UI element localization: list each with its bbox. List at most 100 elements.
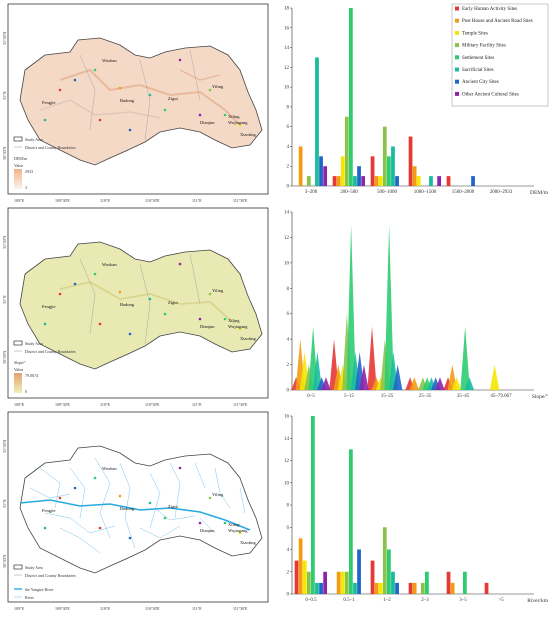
y-tick-label: 4: [287, 338, 290, 343]
bar: [437, 176, 442, 186]
svg-text:31°30'N: 31°30'N: [2, 440, 7, 453]
y-tick-label: 4: [287, 548, 290, 553]
bar: [336, 176, 341, 186]
svg-text:31°N: 31°N: [2, 295, 7, 304]
bar: [408, 582, 413, 594]
bar: [416, 176, 421, 186]
legend-swatch: [455, 43, 459, 48]
svg-text:Zigui: Zigui: [168, 300, 178, 305]
bar: [387, 549, 391, 594]
slope-area-chart: 0 2 4 6 8 10 12 14 0–5 5–15 15–25 25–35 35–45 45–79.0…: [284, 211, 548, 401]
y-tick-label: 16: [284, 26, 290, 31]
svg-text:111°30'E: 111°30'E: [233, 402, 248, 407]
area-peak: [435, 377, 445, 390]
dem-map-panel: 109°E 109°30'E 110°E 110°30'E 111°E 111°…: [0, 0, 272, 204]
x-tick-label: 2000–2933: [490, 190, 513, 195]
bar: [374, 582, 379, 594]
bar: [323, 166, 328, 186]
bar: [319, 582, 323, 594]
legend-label: Ancient City Sites: [462, 80, 499, 85]
x-tick-label: 3–5: [459, 598, 467, 603]
svg-text:Yiling: Yiling: [212, 84, 224, 89]
y-tick-label: 14: [284, 46, 290, 51]
x-tick-label: 200–500: [340, 190, 358, 195]
bar: [336, 571, 341, 594]
y-tick-label: 2: [287, 363, 290, 368]
bar: [302, 560, 307, 594]
svg-text:111°E: 111°E: [192, 606, 202, 611]
bar: [391, 146, 395, 186]
bar: [315, 57, 319, 186]
svg-text:0: 0: [25, 389, 27, 394]
svg-text:Wushan: Wushan: [102, 466, 117, 471]
y-tick-label: 6: [287, 526, 290, 531]
bar: [429, 176, 433, 186]
svg-text:River: River: [25, 595, 35, 600]
bar: [353, 582, 357, 594]
x-tick-label: 45–79.067: [490, 394, 512, 399]
y-tick-label: 18: [284, 7, 290, 12]
svg-text:111°30'E: 111°30'E: [233, 198, 248, 203]
bar: [471, 176, 475, 186]
svg-text:Badong: Badong: [120, 98, 135, 103]
svg-text:109°30'E: 109°30'E: [55, 402, 70, 407]
slope-chart-panel: 0 2 4 6 8 10 12 14 0–5 5–15 15–25 25–35 35–45 45–79.0…: [276, 204, 550, 408]
area-peak: [346, 224, 356, 390]
bar: [311, 416, 315, 594]
svg-text:Badong: Badong: [120, 302, 135, 307]
svg-text:109°E: 109°E: [14, 402, 25, 407]
svg-text:110°30'E: 110°30'E: [145, 198, 160, 203]
x-tick-label: 15–25: [381, 394, 394, 399]
bar: [463, 571, 467, 594]
bar: [357, 166, 361, 186]
bar: [340, 571, 345, 594]
svg-text:31°N: 31°N: [2, 91, 7, 100]
y-tick-label: 2: [287, 165, 290, 170]
area-peak: [451, 377, 462, 390]
bar: [412, 166, 417, 186]
svg-text:Xiling: Xiling: [228, 318, 240, 323]
y-tick-label: 6: [287, 125, 290, 130]
svg-text:110°30'E: 110°30'E: [145, 606, 160, 611]
category-legend: Early Human Activity Sites Post House and…: [451, 3, 549, 107]
svg-text:Xiling: Xiling: [228, 522, 240, 527]
bar: [370, 156, 375, 186]
legend-swatch: [455, 91, 459, 96]
bar: [361, 176, 366, 186]
y-tick-label: 0: [287, 593, 290, 598]
bar: [412, 582, 417, 594]
svg-text:2933: 2933: [25, 169, 33, 174]
svg-text:3: 3: [25, 185, 27, 190]
svg-text:District and County Boundaries: District and County Boundaries: [25, 349, 76, 354]
x-tick-label: 1000–1500: [414, 190, 437, 195]
bar: [387, 156, 391, 186]
svg-text:109°30'E: 109°30'E: [55, 198, 70, 203]
bar: [294, 560, 299, 594]
svg-text:110°30'E: 110°30'E: [145, 402, 160, 407]
legend-swatch: [455, 6, 459, 11]
slope-lon-ticks: 109°E 109°30'E 110°E 110°30'E 111°E 111°…: [14, 402, 248, 407]
x-axis-label: Slope/°: [532, 393, 548, 400]
y-tick-label: 2: [287, 570, 290, 575]
bar: [323, 571, 328, 594]
svg-text:31°30'N: 31°30'N: [2, 236, 7, 249]
bar: [446, 176, 451, 186]
y-tick-label: 0: [287, 389, 290, 394]
svg-text:79.0674: 79.0674: [25, 373, 38, 378]
river-bar-chart: 0 2 4 6 8 10 12 14 16 0–0.5 0.5–1 1–2 2–3 3–5 >5 River/…: [284, 415, 549, 605]
bar: [344, 571, 349, 594]
dem-place-labels: Wushan Fengjie Badong Zigui Yiling Dianj…: [42, 58, 256, 137]
dem-site-markers: [43, 58, 242, 132]
y-tick-label: 14: [284, 437, 290, 442]
svg-text:31°30'N: 31°30'N: [2, 32, 7, 45]
bar: [306, 571, 311, 594]
svg-text:Xiaoting: Xiaoting: [240, 132, 256, 137]
svg-text:District and County Boundaries: District and County Boundaries: [25, 145, 76, 150]
bar: [425, 571, 429, 594]
y-tick-label: 6: [287, 312, 290, 317]
svg-text:Wujiagang: Wujiagang: [228, 528, 248, 533]
bar: [315, 582, 319, 594]
svg-text:109°E: 109°E: [14, 606, 25, 611]
legend-label: Settlement Sites: [462, 56, 494, 61]
river-map: 109°E 109°30'E 110°E 110°30'E 111°E 111°…: [2, 411, 269, 611]
